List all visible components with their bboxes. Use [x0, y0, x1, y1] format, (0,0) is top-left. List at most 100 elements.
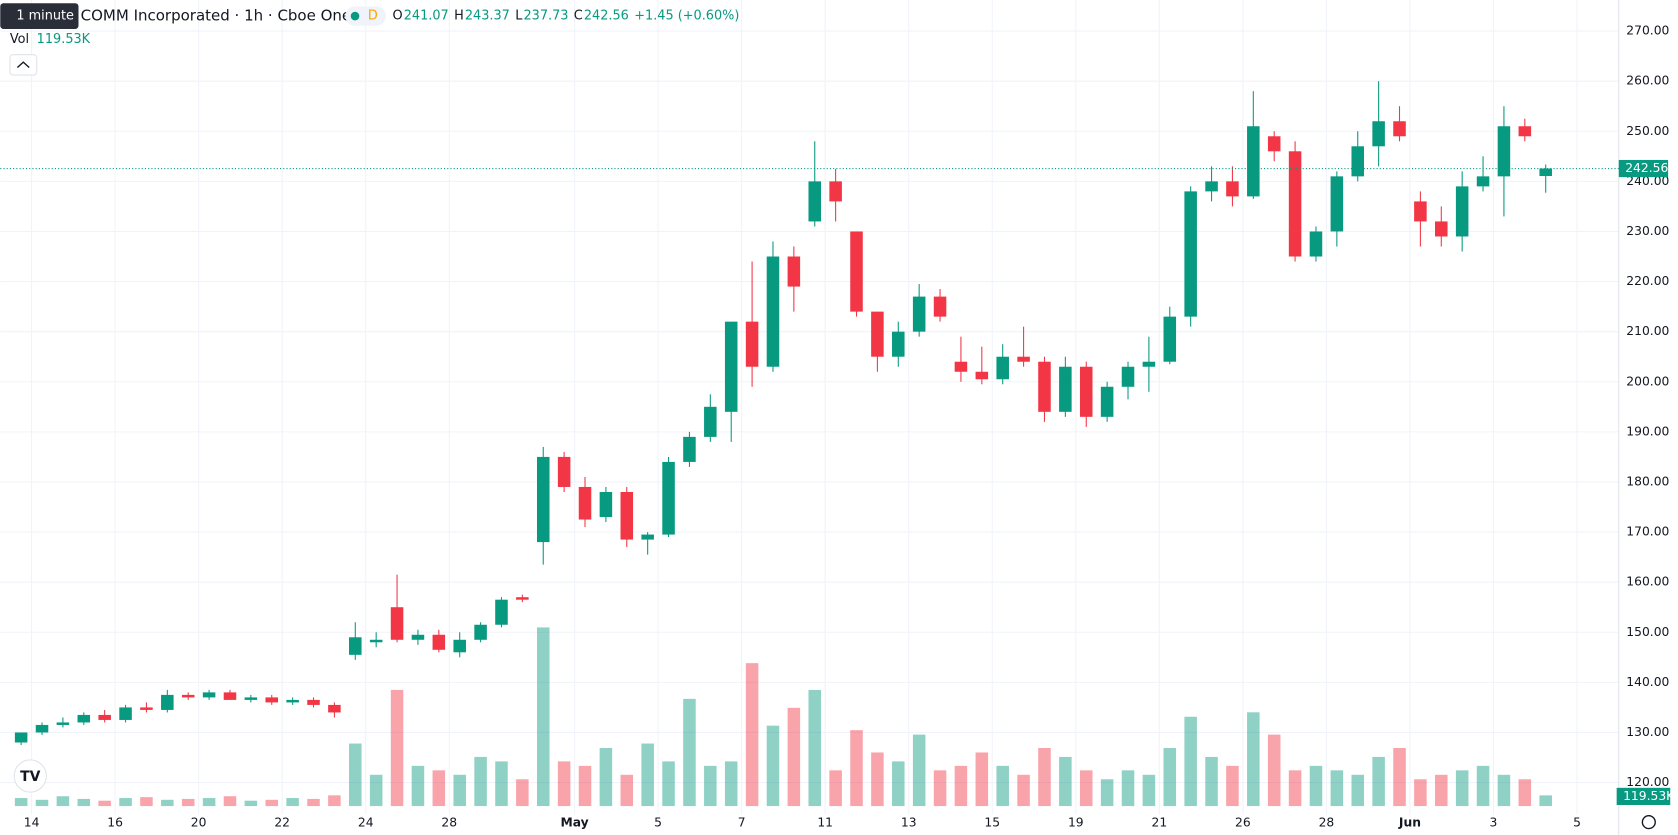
candle-body	[912, 296, 926, 332]
candle-body	[745, 321, 759, 367]
candle-body	[140, 707, 153, 710]
last-price-label: 242.56	[1625, 161, 1668, 175]
y-tick-label: 160.00	[1626, 575, 1669, 589]
candle-body	[453, 639, 466, 653]
y-tick-label: 200.00	[1626, 374, 1669, 388]
ohlc-value: 243.37	[465, 9, 510, 24]
volume-bar	[14, 798, 28, 807]
volume-bar	[1059, 756, 1072, 807]
collapse-button[interactable]	[9, 54, 38, 76]
last-price-box	[1618, 159, 1669, 178]
volume-bar	[1017, 774, 1030, 807]
candle-body	[1309, 231, 1323, 257]
x-tick-label: 26	[1235, 816, 1251, 830]
candles	[14, 81, 1552, 745]
y-tick-label: 130.00	[1626, 725, 1669, 739]
ohlc-legend: O 241.07 H 243.37 L 237.73 C 242.56 +1.45 (+0.60…	[393, 9, 740, 24]
candle-body	[1414, 201, 1427, 222]
volume-bar	[1393, 747, 1406, 807]
volume-bar	[1121, 770, 1135, 807]
candle-body	[1121, 366, 1135, 387]
ohlc-prefix: L	[515, 9, 523, 24]
candle-body	[557, 456, 571, 487]
volume-bar	[578, 765, 592, 807]
collapse-icon	[16, 61, 30, 69]
candle-body	[1372, 121, 1385, 147]
volume-bar	[161, 799, 174, 807]
settings-icon[interactable]	[1641, 815, 1656, 830]
volume-bar	[641, 743, 654, 807]
candle-body	[1079, 366, 1093, 417]
volume-bar	[1351, 774, 1365, 807]
candle-body	[411, 634, 425, 640]
volume-bar	[349, 743, 362, 807]
logo[interactable]	[13, 759, 47, 793]
volume-bar	[1309, 765, 1323, 807]
candle-body	[1142, 361, 1156, 367]
volume-bar	[432, 770, 446, 807]
volume-bar	[1205, 756, 1218, 807]
volume-bar	[1414, 779, 1427, 807]
candle-body	[1330, 176, 1344, 232]
volume-bar	[328, 795, 341, 807]
y-tick-label: 220.00	[1626, 274, 1669, 288]
volume-bar	[495, 761, 508, 807]
candle-body	[474, 624, 487, 640]
ohlc-prefix: O	[393, 9, 403, 24]
candle-body	[516, 597, 529, 600]
symbol-title[interactable]: COMM Incorporated · 1h · Cboe One	[81, 7, 352, 25]
candle-body	[286, 699, 299, 703]
candle-body	[871, 311, 884, 357]
x-tick-label: 13	[901, 816, 917, 830]
volume-bar	[1455, 770, 1469, 807]
candle-body	[202, 692, 216, 698]
x-tick-label: 24	[358, 816, 374, 830]
volume-bar	[307, 798, 320, 807]
volume-bar	[1435, 774, 1448, 807]
candle-body	[787, 256, 801, 287]
candle-body	[1435, 221, 1448, 237]
volume-bar	[390, 689, 404, 807]
x-tick-label: 15	[984, 816, 1000, 830]
volume-bar	[1497, 774, 1511, 807]
candle-body	[1539, 168, 1552, 177]
y-tick-label: 120.00	[1626, 775, 1669, 789]
candle-body	[578, 486, 592, 520]
x-tick-label: 14	[24, 816, 40, 830]
volume-bar	[1079, 770, 1093, 807]
x-tick-label: 7	[738, 816, 746, 830]
candle-body	[850, 231, 863, 312]
candle-body	[1017, 356, 1030, 362]
volume-label-box	[1616, 787, 1671, 805]
ohlc-change: +1.45 (+0.60%)	[634, 9, 739, 24]
volume-bar	[223, 796, 237, 807]
market-dot	[350, 11, 360, 21]
x-tick-label: 21	[1152, 816, 1168, 830]
volume-bar	[202, 798, 216, 807]
x-tick-label: 11	[817, 816, 833, 830]
logo-mark: TV	[20, 769, 40, 785]
candle-body	[1184, 191, 1197, 317]
x-tick-label: 16	[107, 816, 123, 830]
x-tick-label: May	[560, 816, 588, 830]
volume-bar	[1100, 779, 1114, 807]
candle-body	[328, 704, 341, 713]
volume-bar	[745, 663, 759, 807]
ohlc-value: 237.73	[523, 9, 568, 24]
volume-bar	[265, 799, 279, 807]
volume-bar	[1476, 765, 1490, 807]
x-tick-label: 3	[1490, 816, 1498, 830]
y-tick-label: 190.00	[1626, 424, 1669, 438]
volume-bar	[1184, 716, 1197, 807]
volume-bar	[1247, 712, 1260, 807]
candle-body	[265, 697, 279, 703]
volume-bar	[244, 800, 258, 807]
volume-bar	[829, 770, 842, 807]
candle-body	[1100, 386, 1114, 417]
volume-bar	[1226, 765, 1239, 807]
candle-body	[766, 256, 780, 367]
x-tick-label: 5	[1573, 816, 1581, 830]
volume-bar	[599, 747, 613, 807]
candle-body	[1226, 181, 1239, 197]
